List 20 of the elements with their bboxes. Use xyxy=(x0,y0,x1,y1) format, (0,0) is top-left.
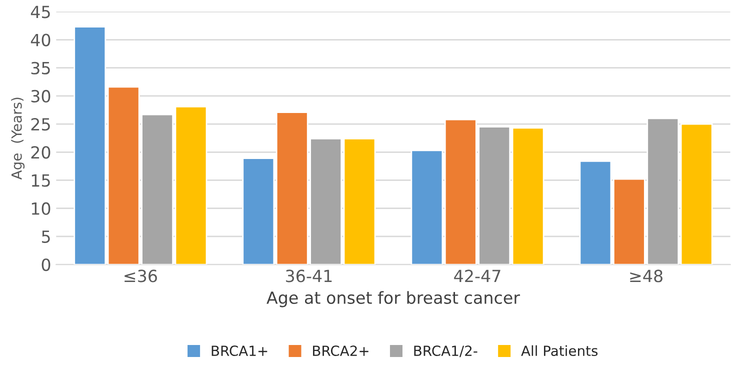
x-axis-title: Age at onset for breast cancer xyxy=(266,291,520,308)
y-tick-label: 40 xyxy=(30,34,50,46)
y-tick-label: 0 xyxy=(42,258,50,272)
y-tick-label: 25 xyxy=(31,118,50,131)
y-tick-label: 10 xyxy=(32,202,50,215)
y-tick-label: 35 xyxy=(31,62,50,74)
legend-label: All Patients xyxy=(521,345,598,356)
legend-label: BRCA2+ xyxy=(313,346,368,356)
y-tick-label: 45 xyxy=(30,6,50,18)
y-axis-title: Age (Years) xyxy=(11,98,25,180)
legend-label: BRCA1+ xyxy=(212,346,268,356)
x-tick-label: ≤36 xyxy=(124,270,157,282)
legend-label: BRCA1/2- xyxy=(414,346,478,358)
x-tick-label: 42-47 xyxy=(454,270,500,282)
y-tick-label: 15 xyxy=(32,174,50,187)
x-tick-label: 36-41 xyxy=(286,270,332,282)
y-tick-label: 30 xyxy=(31,90,50,103)
x-tick-label: ≥48 xyxy=(630,270,662,282)
y-tick-label: 20 xyxy=(31,146,50,159)
y-tick-label: 5 xyxy=(42,230,50,243)
